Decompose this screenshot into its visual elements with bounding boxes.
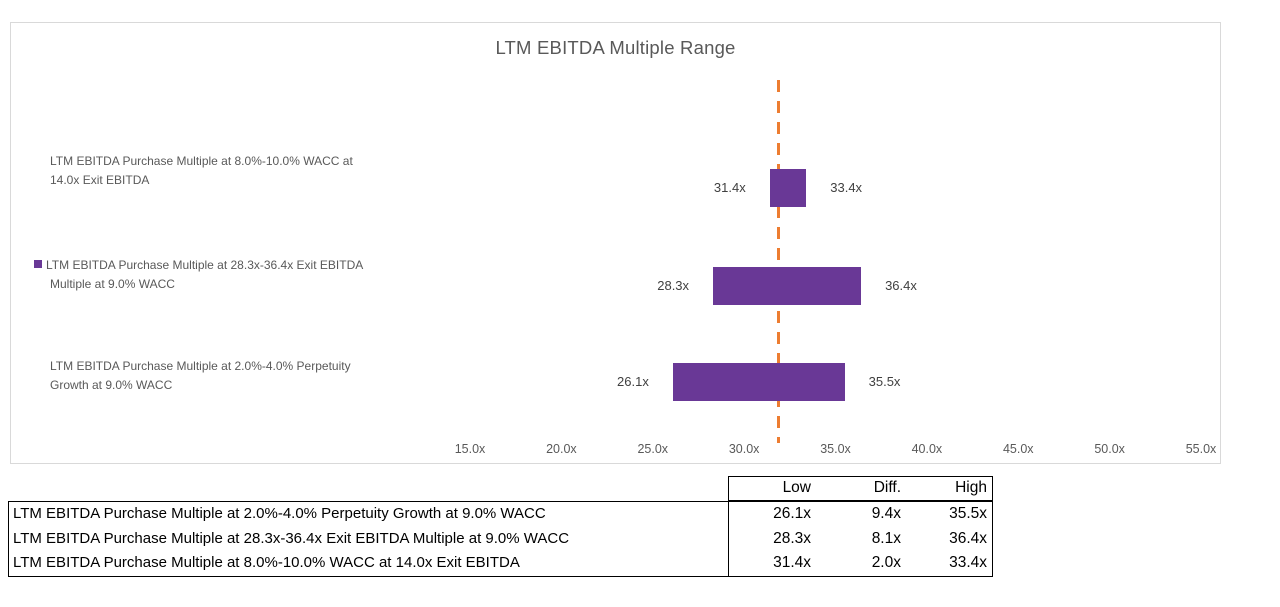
table-col-header-high: High	[955, 479, 987, 496]
table-cell-low: 31.4x	[773, 554, 811, 572]
table-row-label: LTM EBITDA Purchase Multiple at 8.0%-10.…	[9, 551, 729, 577]
table-row-label: LTM EBITDA Purchase Multiple at 2.0%-4.0…	[9, 502, 729, 527]
table-cell-diff: 2.0x	[871, 554, 901, 572]
table-row: LTM EBITDA Purchase Multiple at 2.0%-4.0…	[9, 502, 992, 527]
summary-table-header: Low Diff. High	[728, 476, 993, 501]
table-col-header-low: Low	[782, 479, 811, 496]
summary-table: LTM EBITDA Purchase Multiple at 2.0%-4.0…	[8, 501, 993, 577]
table-cell-diff: 9.4x	[871, 505, 901, 522]
table-cell-diff: 8.1x	[871, 529, 901, 547]
table-cell-high: 35.5x	[949, 505, 987, 522]
table-row-label: LTM EBITDA Purchase Multiple at 28.3x-36…	[9, 526, 729, 552]
table-cell-low: 26.1x	[773, 505, 811, 522]
table-row: LTM EBITDA Purchase Multiple at 8.0%-10.…	[9, 551, 992, 577]
table-row: LTM EBITDA Purchase Multiple at 28.3x-36…	[9, 526, 992, 552]
table-cell-low: 28.3x	[773, 529, 811, 547]
chart-title: LTM EBITDA Multiple Range	[495, 37, 736, 58]
table-cell-high: 36.4x	[949, 529, 987, 547]
table-col-header-diff: Diff.	[873, 479, 901, 496]
table-cell-high: 33.4x	[949, 554, 987, 572]
chart-container	[10, 22, 1221, 464]
